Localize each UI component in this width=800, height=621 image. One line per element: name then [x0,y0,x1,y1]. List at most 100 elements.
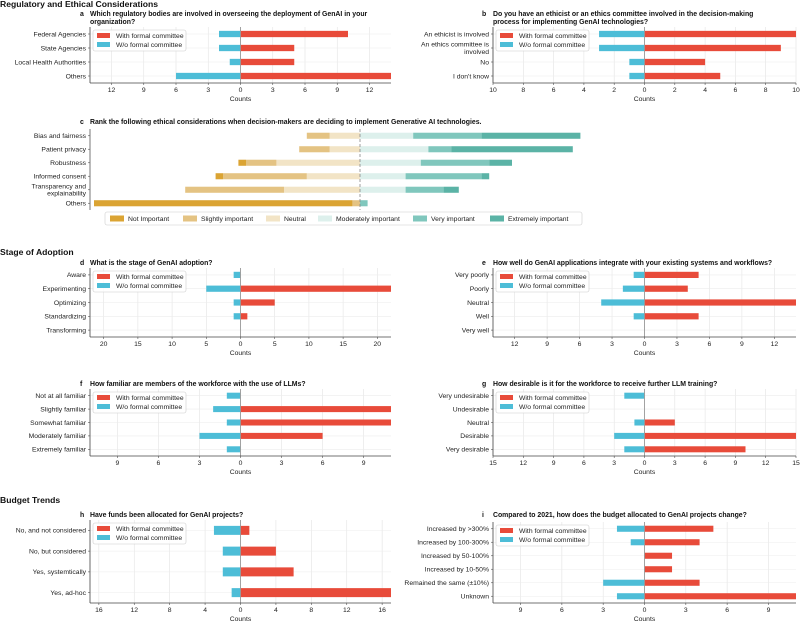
panel-g: g How desirable is it for the workforce t… [438,381,800,476]
legend: Not Important Slightly important Neutral Mo… [104,211,583,226]
x-tick-label: 3 [206,87,210,94]
x-tick-label: 3 [612,460,616,467]
x-axis-label: Counts [634,469,656,476]
bar-with-committee [240,313,248,320]
x-tick-label: 8 [521,87,525,94]
category-label: Unknown [461,594,490,601]
bar-1-2 [246,159,277,166]
x-tick-label: 3 [675,341,679,348]
category-label: Experimenting [43,286,87,293]
category-label: Very undesirable [438,393,489,400]
legend-swatch [97,42,110,47]
x-tick-label: 6 [725,607,729,614]
panel-b: b Do you have an ethicist or an ethics co… [421,11,800,103]
x-tick-label: 6 [157,460,161,467]
category-label: Standardizing [44,314,86,321]
x-tick-label: 8 [309,607,313,614]
category-label: Somewhat familiar [30,420,87,427]
x-axis-label: Counts [634,96,656,103]
legend: With formal committee W/o formal committe… [92,391,187,414]
category-label: Aware [67,272,86,279]
category-label: Transforming [46,327,86,334]
category-label: An ethics committee is involved [421,42,490,56]
category-label: Neutral [467,300,489,307]
category-label: Yes, systemtically [33,569,87,576]
x-tick-label: 9 [519,607,523,614]
bar-with-committee [644,566,673,573]
bar-without-committee [226,419,241,426]
bar-with-committee [240,567,294,577]
legend-swatch [97,526,110,531]
bar-with-committee [644,44,781,52]
bar-2-1 [329,146,360,153]
category-label: No, but considered [29,548,86,555]
bar-without-committee [219,44,241,52]
legend-swatch [413,215,427,222]
x-tick-label: 16 [95,607,103,614]
panel-letter: i [482,512,484,519]
bar-without-committee [624,392,645,399]
x-tick-label: 3 [610,341,614,348]
bar-1-3 [223,173,307,180]
category-label: Federal Agencies [33,31,86,38]
category-label: I don't know [453,73,489,80]
x-tick-label: 6 [303,87,307,94]
panel-letter: h [80,512,84,519]
panel-d: d What is the stage of GenAI adoption? 20 1… [43,260,391,357]
bar-2-4 [284,186,360,193]
bar-5-2 [489,159,512,166]
x-axis-label: Counts [230,350,252,357]
bar-without-committee [633,313,645,320]
legend-swatch [500,395,513,400]
category-label: Others [66,73,87,80]
bar-without-committee [229,58,241,66]
section-heading: Stage of Adoption [0,247,74,257]
bar-without-committee [622,285,645,292]
panel-letter: g [482,381,486,388]
bar-without-committee [601,299,645,306]
x-tick-label: 9 [142,87,146,94]
bar-4-0 [413,132,482,139]
bar-without-committee [634,419,645,426]
bar-with-committee [644,593,796,600]
category-label: Moderately familiar [29,433,87,440]
x-tick-label: 4 [582,87,586,94]
legend-box [92,522,187,545]
bar-3-0 [360,132,414,139]
bar-with-committee [240,419,391,426]
category-label: Not at all familiar [35,393,86,400]
category-label: Informed consent [33,174,86,181]
bar-with-committee [240,58,295,66]
bar-0-3 [215,173,224,180]
legend-label: Neutral [284,216,306,223]
bar-without-committee [233,271,241,279]
bar-without-committee [219,30,241,38]
panel-c: c Rank the following ethical consideratio… [31,119,583,226]
bar-without-committee [614,432,645,439]
panel-letter: b [482,11,486,18]
bar-with-committee [240,588,391,598]
bar-without-committee [231,588,241,598]
x-tick-label: 6 [552,87,556,94]
x-tick-label: 4 [274,607,278,614]
legend-label: With formal committee [519,274,587,281]
category-label: Slightly familiar [40,406,86,413]
legend-label: W/o formal committee [116,535,182,542]
category-label: Local Health Authorities [15,59,87,66]
x-tick-label: 9 [740,341,744,348]
bar-without-committee [616,525,645,532]
legend-label: With formal committee [116,33,184,40]
legend-box [92,29,187,52]
bar-without-committee [603,579,645,586]
category-label: Well [476,314,490,321]
bar-without-committee [226,392,241,399]
bar-with-committee [644,446,746,453]
bar-without-committee [599,44,645,52]
section-heading: Budget Trends [0,495,60,505]
panel-title: Compared to 2021, how does the budget al… [493,512,747,519]
x-axis-label: Counts [634,616,656,621]
category-label: No, and not considered [16,528,87,535]
x-tick-label: 5 [273,341,277,348]
x-tick-label: 9 [362,460,366,467]
category-label: Increased by 100-300% [417,540,489,547]
